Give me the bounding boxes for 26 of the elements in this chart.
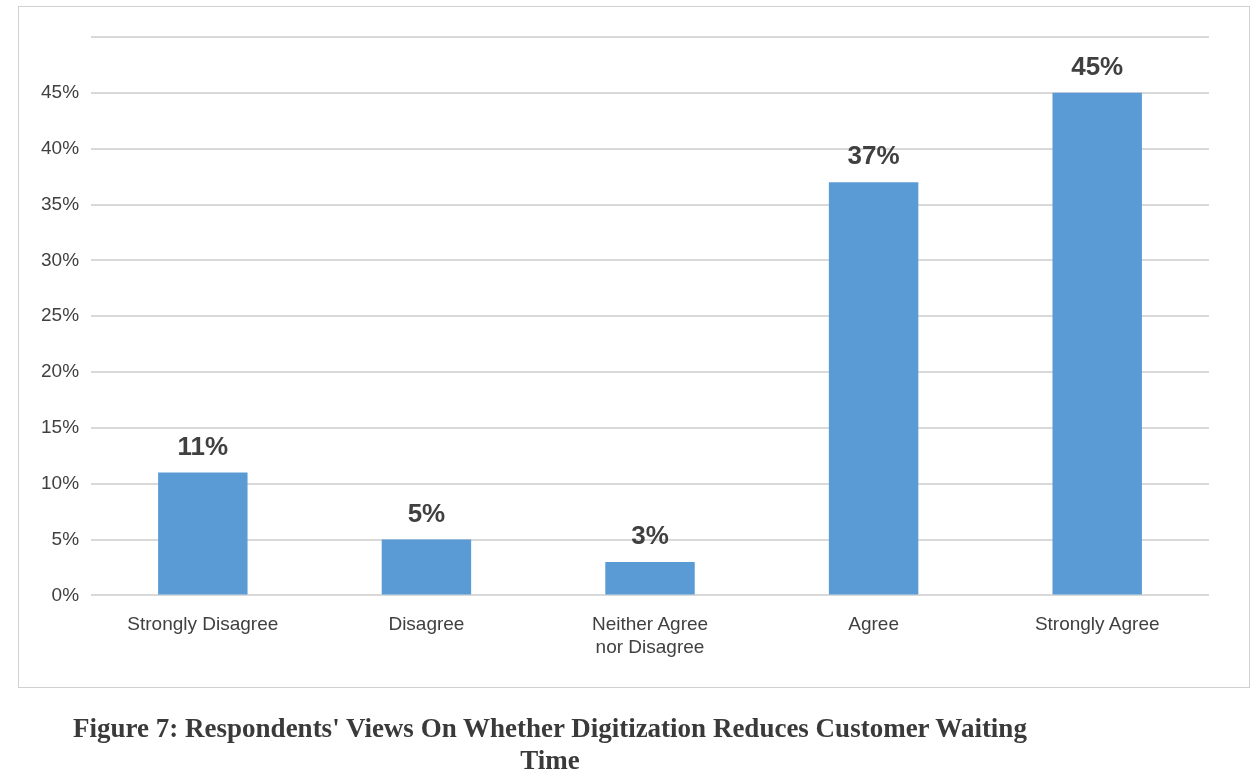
y-tick-label: 15% xyxy=(41,416,80,438)
y-tick-label: 45% xyxy=(41,81,80,103)
y-tick-label: 20% xyxy=(41,360,80,382)
x-tick-label: Agree xyxy=(848,613,899,635)
y-tick-label: 5% xyxy=(51,527,80,549)
data-label: 45% xyxy=(1071,51,1124,82)
x-tick-label: Disagree xyxy=(388,613,465,635)
bar xyxy=(828,182,919,595)
y-tick-label: 35% xyxy=(41,192,80,214)
x-tick-label: Neither Agree nor Disagree xyxy=(591,613,709,657)
caption: Figure 7: Respondents' Views On Whether Digitization Reduces Customer Waiting Time xyxy=(72,712,1028,776)
y-tick-label: 25% xyxy=(41,304,80,326)
y-tick-label: 0% xyxy=(51,583,80,605)
x-tick-label: Strongly Disagree xyxy=(127,613,279,635)
x-tick-label: Strongly Agree xyxy=(1034,613,1160,635)
y-tick-label: 10% xyxy=(41,471,80,493)
bar xyxy=(381,539,472,595)
bar xyxy=(158,472,248,595)
bar xyxy=(605,561,695,595)
y-tick-label: 30% xyxy=(41,248,80,270)
bar xyxy=(1052,92,1142,595)
data-label: 5% xyxy=(407,497,446,528)
y-tick-label: 40% xyxy=(41,136,80,158)
data-label: 3% xyxy=(631,520,669,551)
data-label: 37% xyxy=(847,140,900,171)
data-label: 11% xyxy=(177,430,229,461)
